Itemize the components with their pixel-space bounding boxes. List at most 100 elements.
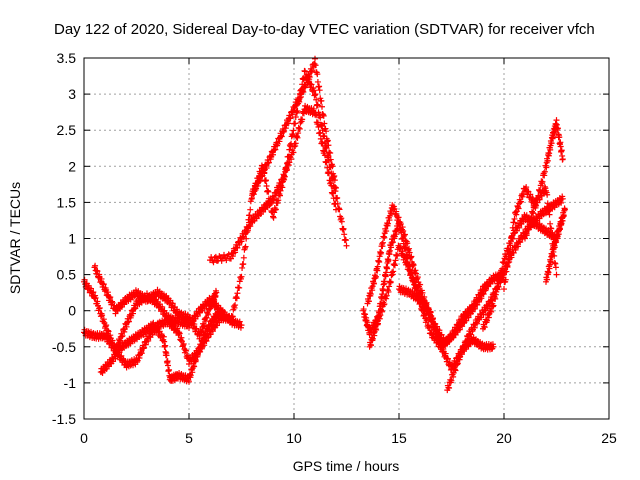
data-point <box>313 96 320 103</box>
data-point <box>243 235 250 242</box>
data-point <box>186 378 192 385</box>
data-point <box>401 231 408 238</box>
y-tick-label: 1 <box>68 231 76 247</box>
data-point <box>240 260 247 267</box>
data-point <box>373 326 380 333</box>
data-point <box>483 286 490 293</box>
data-point <box>299 116 306 123</box>
data-point <box>281 173 288 180</box>
data-point <box>244 225 251 232</box>
plot-frame <box>83 57 610 420</box>
data-point <box>163 352 170 359</box>
data-point <box>265 159 272 166</box>
data-point <box>165 362 171 369</box>
data-point <box>320 112 327 119</box>
data-point <box>94 268 101 275</box>
data-point <box>371 280 378 287</box>
data-point <box>376 259 383 266</box>
data-point <box>480 291 487 298</box>
data-point <box>290 149 297 156</box>
series-track-m <box>480 211 566 332</box>
data-point <box>323 128 330 135</box>
data-point <box>198 329 205 336</box>
data-point <box>234 290 241 297</box>
data-point <box>374 263 381 270</box>
data-point <box>379 239 386 246</box>
data-point <box>499 265 506 272</box>
data-point <box>400 227 407 234</box>
data-point <box>272 146 279 153</box>
data-point <box>429 318 436 325</box>
data-point <box>547 259 554 266</box>
data-point <box>369 335 376 342</box>
data-point <box>265 188 272 195</box>
data-point <box>325 142 332 149</box>
x-tick-label: 0 <box>80 430 88 446</box>
data-point <box>300 88 307 95</box>
data-point <box>295 130 302 137</box>
data-point <box>557 143 564 150</box>
data-point <box>219 307 226 314</box>
data-point <box>383 292 390 299</box>
data-point <box>341 231 348 238</box>
series-track-k <box>396 283 444 350</box>
series-track-o <box>522 183 560 278</box>
data-point <box>191 363 198 370</box>
data-point <box>406 249 413 256</box>
x-tick-label: 5 <box>185 430 193 446</box>
data-point <box>212 292 219 299</box>
data-point <box>334 200 341 207</box>
data-point <box>138 350 145 357</box>
data-point <box>247 206 254 213</box>
data-point <box>557 226 563 233</box>
data-point <box>306 74 313 81</box>
data-point <box>561 206 568 213</box>
data-point <box>517 198 524 205</box>
data-point <box>287 115 294 122</box>
data-point <box>507 242 514 249</box>
x-tick-label: 20 <box>496 430 512 446</box>
data-point <box>390 268 397 275</box>
data-point <box>246 212 253 219</box>
data-point <box>517 239 524 246</box>
y-tick-label: 2.5 <box>57 122 77 138</box>
data-point <box>229 313 236 320</box>
data-point <box>210 259 217 266</box>
data-point <box>501 286 507 293</box>
data-point <box>236 284 243 291</box>
data-point <box>329 163 336 170</box>
data-point <box>426 311 433 318</box>
y-tick-label: -1.5 <box>52 411 76 427</box>
data-point <box>397 220 404 227</box>
data-point <box>314 71 321 78</box>
data-point <box>379 308 386 315</box>
data-point <box>132 305 139 312</box>
data-point <box>312 91 319 98</box>
x-tick-label: 25 <box>601 430 617 446</box>
data-point <box>278 133 285 140</box>
data-point <box>408 269 415 276</box>
data-point <box>490 302 497 309</box>
data-point <box>548 140 555 147</box>
data-point <box>257 178 264 185</box>
data-point <box>523 232 530 239</box>
series-track-f <box>228 67 350 325</box>
data-point <box>375 320 381 327</box>
data-point <box>176 330 183 337</box>
data-point <box>544 200 551 207</box>
data-point <box>292 120 299 127</box>
data-point <box>105 328 112 335</box>
data-point <box>238 273 245 280</box>
data-point <box>401 254 408 261</box>
data-point <box>232 302 239 309</box>
data-point <box>553 271 560 278</box>
data-point <box>270 214 277 221</box>
data-point <box>510 249 517 256</box>
data-point <box>336 206 343 213</box>
data-point <box>509 224 516 231</box>
data-point <box>381 278 388 285</box>
data-point <box>408 253 415 260</box>
data-point <box>385 288 392 295</box>
data-point <box>433 328 440 335</box>
data-point <box>319 103 325 110</box>
